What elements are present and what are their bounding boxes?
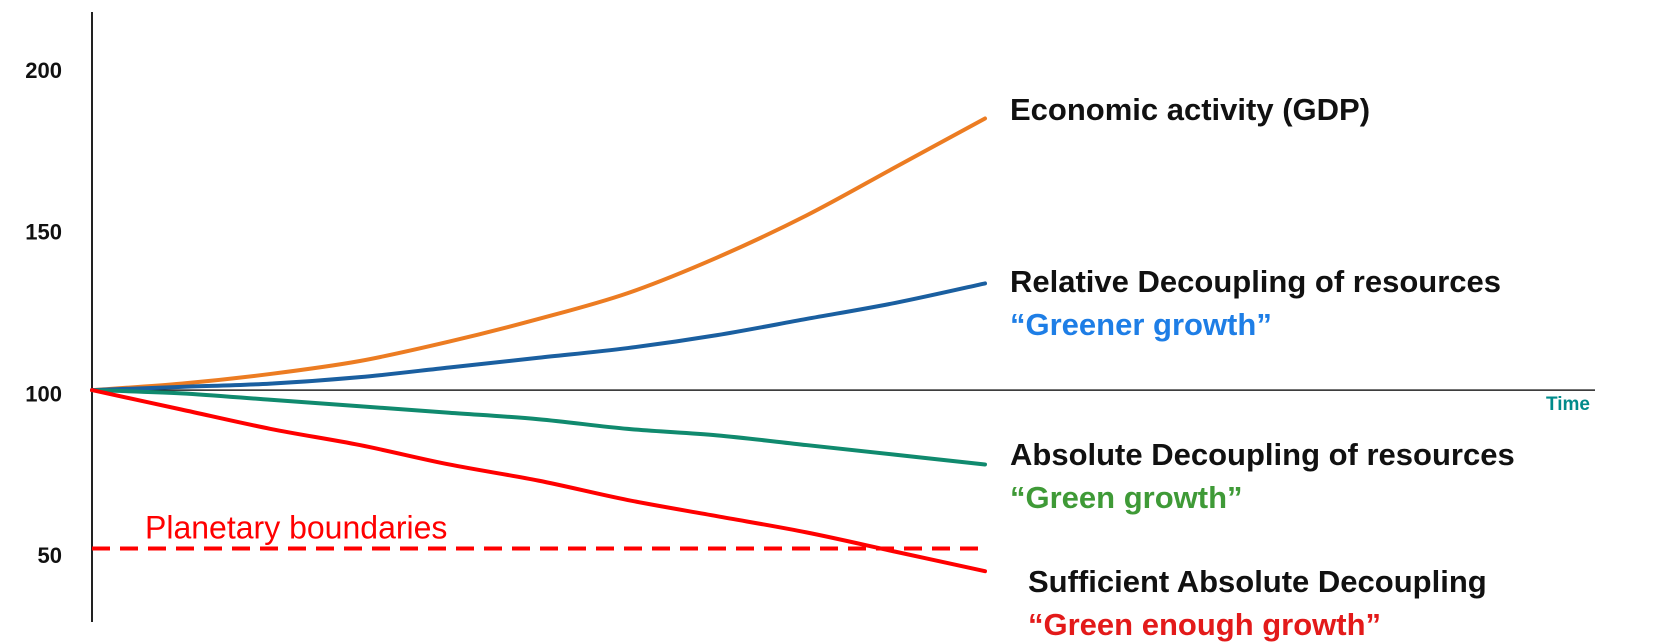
series-sublabel-2: “Greener growth” bbox=[1010, 307, 1272, 342]
series-label-4: Sufficient Absolute Decoupling bbox=[1028, 564, 1487, 599]
planetary-boundaries-label: Planetary boundaries bbox=[145, 510, 447, 546]
series-label-3: Absolute Decoupling of resources bbox=[1010, 437, 1515, 472]
y-tick-labels: 200 150 100 50 bbox=[25, 58, 62, 568]
series-line-2 bbox=[90, 281, 987, 393]
y-tick-label: 200 bbox=[25, 58, 62, 83]
y-tick-label: 150 bbox=[25, 220, 62, 245]
axes: Time bbox=[91, 12, 1595, 622]
series-line-1 bbox=[90, 116, 987, 393]
y-tick-label: 100 bbox=[25, 381, 62, 406]
series-sublabel-3: “Green growth” bbox=[1010, 480, 1243, 515]
series-label-1: Economic activity (GDP) bbox=[1010, 92, 1370, 127]
series-labels: Economic activity (GDP) Relative Decoupli… bbox=[1010, 92, 1515, 642]
series-label-2: Relative Decoupling of resources bbox=[1010, 264, 1501, 299]
series-line-3 bbox=[90, 388, 987, 467]
y-tick-label: 50 bbox=[38, 543, 62, 568]
series-lines bbox=[90, 116, 987, 574]
x-axis-label: Time bbox=[1546, 394, 1590, 415]
series-line-4 bbox=[90, 388, 987, 574]
planetary-boundaries-group: Planetary boundaries bbox=[92, 510, 985, 551]
series-sublabel-4: “Green enough growth” bbox=[1028, 607, 1381, 642]
